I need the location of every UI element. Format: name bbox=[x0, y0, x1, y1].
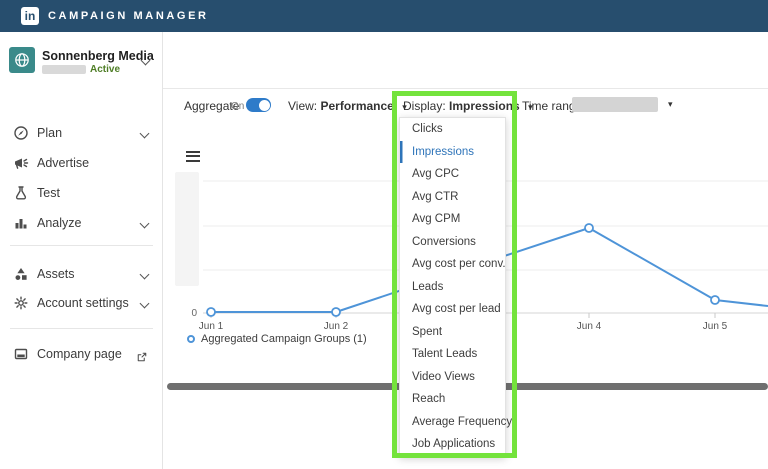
menu-item-leads[interactable]: Leads bbox=[412, 280, 444, 293]
sidebar-item-plan[interactable]: Plan bbox=[0, 118, 163, 148]
gear-icon bbox=[14, 296, 28, 310]
chart-legend[interactable]: Aggregated Campaign Groups (1) bbox=[187, 333, 367, 345]
data-point-jun1[interactable] bbox=[206, 307, 216, 317]
sidebar-item-company-page[interactable]: Company page bbox=[0, 339, 163, 369]
data-point-jun5[interactable] bbox=[710, 295, 720, 305]
display-label: Display: bbox=[403, 99, 446, 113]
aggregate-toggle[interactable] bbox=[246, 98, 271, 112]
x-tick-label: Jun 5 bbox=[703, 321, 728, 332]
x-tick-label: Jun 4 bbox=[577, 321, 602, 332]
impressions-line-series[interactable] bbox=[211, 227, 768, 313]
top-nav-bar: in CAMPAIGN MANAGER bbox=[0, 0, 768, 32]
sidebar-item-label: Company page bbox=[37, 347, 122, 361]
sidebar-item-label: Account settings bbox=[37, 296, 129, 310]
display-value: Impressions bbox=[449, 99, 520, 113]
chevron-down-icon bbox=[139, 269, 150, 280]
caret-down-icon[interactable]: ▾ bbox=[668, 99, 673, 109]
sidebar-divider bbox=[10, 245, 153, 246]
sidebar-item-label: Test bbox=[37, 186, 60, 200]
menu-item-talent-leads[interactable]: Talent Leads bbox=[412, 348, 478, 361]
flask-icon bbox=[15, 186, 27, 200]
menu-item-avg-cost-per-conv[interactable]: Avg cost per conv. bbox=[412, 258, 506, 271]
sidebar-item-advertise[interactable]: Advertise bbox=[0, 148, 163, 178]
shapes-icon bbox=[15, 268, 27, 280]
menu-item-job-applications[interactable]: Job Applications bbox=[412, 438, 496, 451]
x-tick-label: Jun 2 bbox=[324, 321, 349, 332]
redacted-time-range-value[interactable] bbox=[572, 97, 658, 112]
sidebar: Sonnenberg Media Active Plan Advertise T… bbox=[0, 32, 163, 469]
y-axis-zero-label: 0 bbox=[191, 308, 197, 319]
megaphone-icon bbox=[15, 158, 29, 169]
app-title: CAMPAIGN MANAGER bbox=[48, 10, 209, 22]
display-dropdown[interactable]: Display: Impressions ▾ bbox=[403, 99, 533, 113]
bar-chart-icon bbox=[15, 219, 27, 229]
legend-label: Aggregated Campaign Groups (1) bbox=[201, 333, 367, 345]
menu-item-average-frequency[interactable]: Average Frequency bbox=[412, 415, 513, 428]
globe-icon bbox=[15, 53, 29, 67]
sidebar-item-label: Assets bbox=[37, 267, 75, 281]
account-switcher[interactable]: Sonnenberg Media Active bbox=[0, 40, 163, 84]
compass-icon bbox=[14, 126, 28, 140]
menu-item-avg-ctr[interactable]: Avg CTR bbox=[412, 190, 459, 203]
caret-down-icon: ▾ bbox=[402, 102, 407, 112]
chevron-down-icon bbox=[139, 128, 150, 139]
redacted-account-id bbox=[42, 65, 86, 74]
caret-down-icon: ▾ bbox=[528, 102, 533, 112]
menu-item-impressions[interactable]: Impressions bbox=[400, 141, 505, 164]
external-link-icon bbox=[137, 352, 147, 362]
page-header bbox=[163, 32, 768, 89]
view-dropdown[interactable]: View: Performance ▾ bbox=[288, 99, 407, 113]
menu-item-avg-cpm[interactable]: Avg CPM bbox=[412, 213, 461, 226]
menu-item-clicks[interactable]: Clicks bbox=[412, 123, 443, 136]
chart-menu-icon[interactable] bbox=[186, 151, 200, 162]
chevron-down-icon bbox=[139, 298, 150, 309]
view-label: View: bbox=[288, 99, 318, 113]
sidebar-item-label: Plan bbox=[37, 126, 63, 140]
sidebar-divider bbox=[10, 328, 153, 329]
legend-marker-icon bbox=[187, 335, 195, 343]
menu-item-reach[interactable]: Reach bbox=[412, 393, 446, 406]
data-point-jun4[interactable] bbox=[584, 223, 594, 233]
menu-item-conversions[interactable]: Conversions bbox=[412, 235, 476, 248]
sidebar-item-label: Analyze bbox=[37, 216, 82, 230]
redacted-y-axis-labels bbox=[175, 172, 199, 286]
sidebar-item-label: Advertise bbox=[37, 156, 90, 170]
company-page-icon bbox=[14, 348, 28, 360]
sidebar-item-analyze[interactable]: Analyze bbox=[0, 208, 163, 238]
sidebar-item-test[interactable]: Test bbox=[0, 178, 163, 208]
x-tick-label: Jun 1 bbox=[199, 321, 224, 332]
linkedin-logo[interactable]: in bbox=[21, 7, 39, 25]
time-range-label: Time range: bbox=[522, 99, 586, 113]
account-name: Sonnenberg Media bbox=[42, 49, 154, 63]
menu-item-avg-cost-per-lead[interactable]: Avg cost per lead bbox=[412, 303, 501, 316]
view-value: Performance bbox=[320, 99, 394, 113]
account-status-badge: Active bbox=[90, 64, 121, 75]
data-point-jun2[interactable] bbox=[331, 307, 341, 317]
menu-item-avg-cpc[interactable]: Avg CPC bbox=[412, 168, 460, 181]
toggle-knob bbox=[258, 99, 270, 111]
menu-item-spent[interactable]: Spent bbox=[412, 325, 443, 338]
sidebar-item-assets[interactable]: Assets bbox=[0, 259, 163, 289]
chevron-down-icon bbox=[139, 218, 150, 229]
aggregate-label: Aggregate bbox=[184, 99, 240, 113]
sidebar-item-account-settings[interactable]: Account settings bbox=[0, 288, 163, 318]
account-avatar bbox=[9, 47, 35, 73]
display-dropdown-menu: Clicks Impressions Avg CPC Avg CTR Avg C… bbox=[399, 117, 513, 457]
aggregate-state-label: On bbox=[231, 101, 245, 112]
menu-item-video-views[interactable]: Video Views bbox=[412, 370, 475, 383]
